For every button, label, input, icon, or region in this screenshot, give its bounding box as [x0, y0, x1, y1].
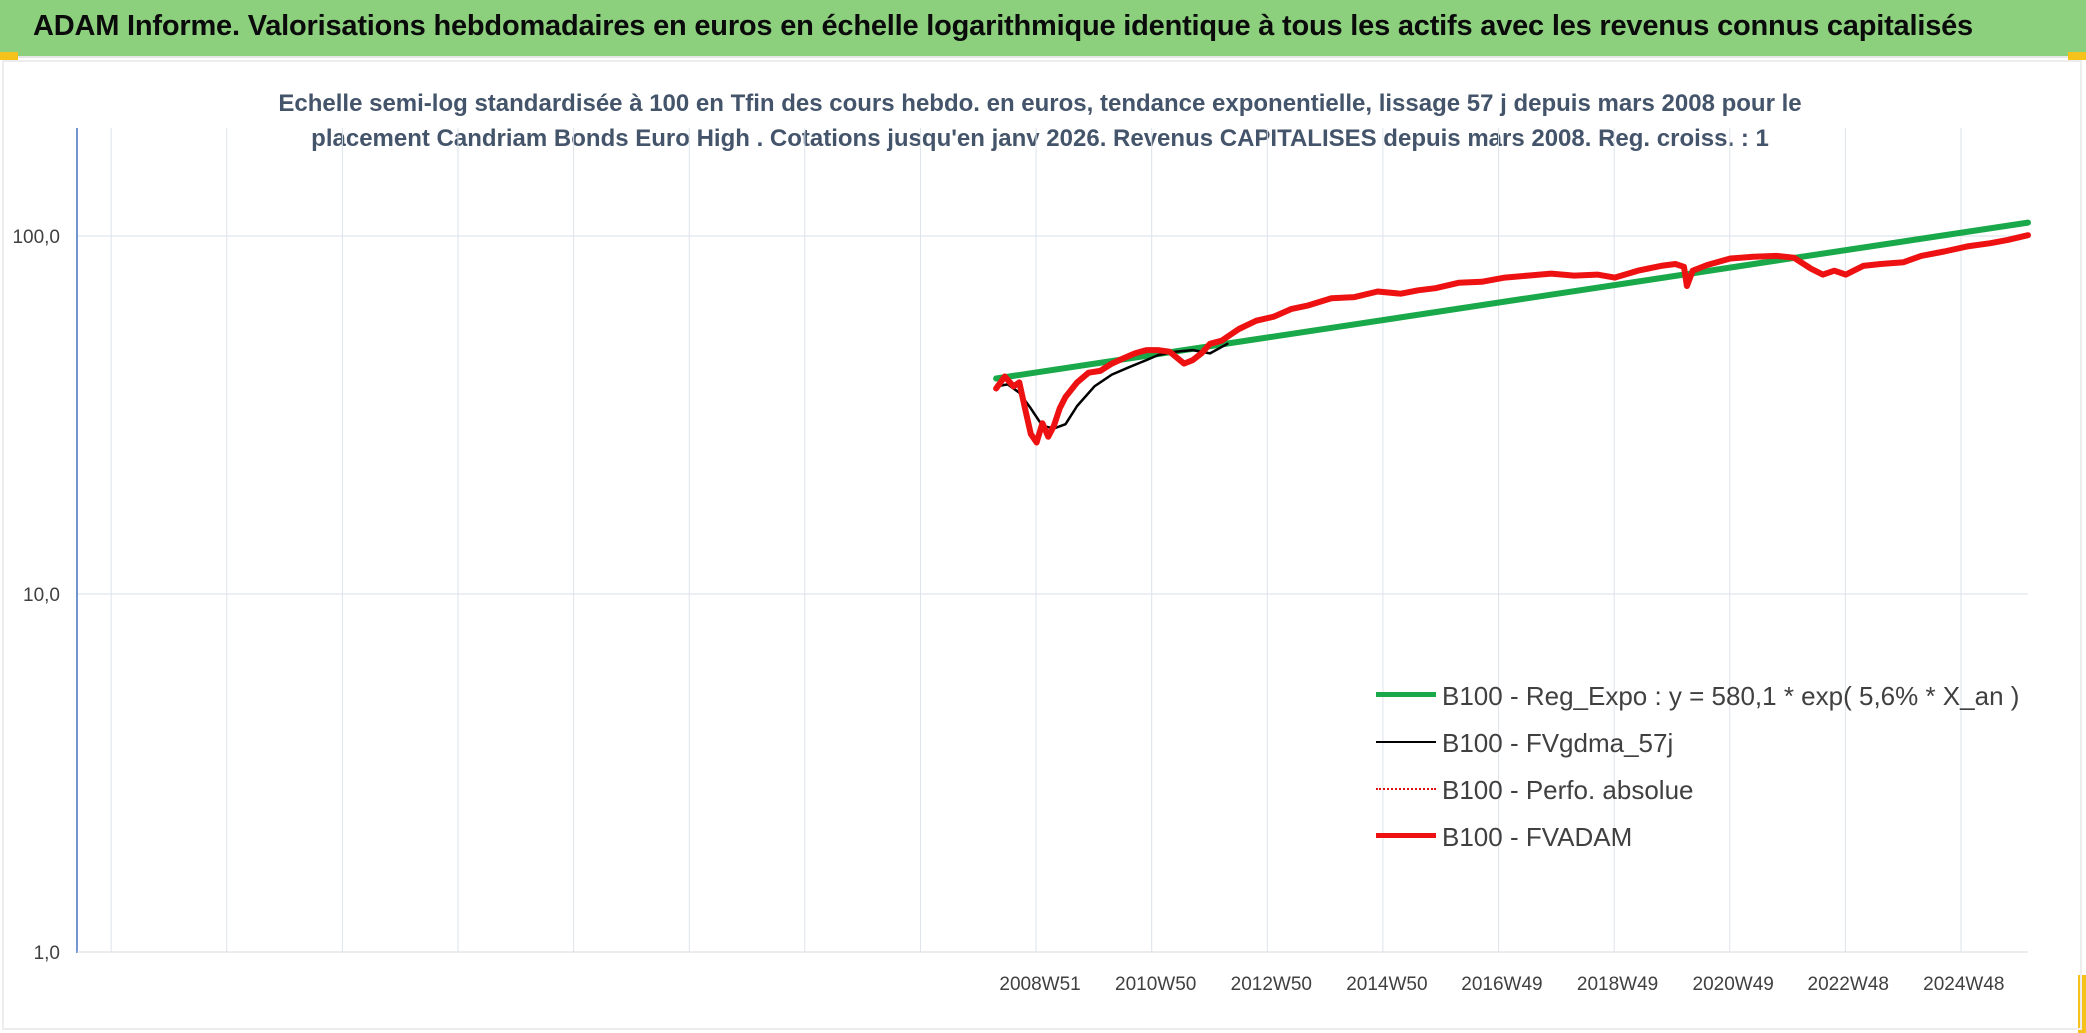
- chart-title-line-1: Echelle semi-log standardisée à 100 en T…: [278, 90, 1802, 117]
- axis-layer: 1,0 10,0 100,0 2008W51 2010W50 2012W50 2014W50…: [12, 128, 2028, 995]
- x-tick-label: 2018W49: [1577, 974, 1658, 995]
- chart-title-line-2: placement Candriam Bonds Euro High . Cot…: [311, 125, 1769, 152]
- series-line-0: [993, 219, 2031, 382]
- legend-label-moving-average: B100 - FVgdma_57j: [1442, 728, 1674, 758]
- y-tick-label: 10,0: [23, 585, 60, 606]
- legend-swatch-regression: [1376, 692, 1436, 697]
- x-tick-label: 2010W50: [1115, 974, 1196, 995]
- grid-layer: [77, 128, 2028, 953]
- x-tick-label: 2020W49: [1693, 974, 1774, 995]
- report-title: ADAM Informe. Valorisations hebdomadaire…: [33, 10, 1973, 42]
- legend-label-absolute-perf: B100 - Perfo. absolue: [1442, 775, 1694, 805]
- legend-label-fvadam: B100 - FVADAM: [1442, 822, 1633, 852]
- legend-swatch-fvadam: [1376, 833, 1436, 838]
- report-banner: ADAM Informe. Valorisations hebdomadaire…: [0, 0, 2086, 58]
- x-tick-label: 2012W50: [1231, 974, 1312, 995]
- y-tick-label: 100,0: [12, 227, 60, 248]
- series-line-3: [993, 232, 2031, 446]
- x-tick-label: 2008W51: [999, 974, 1080, 995]
- x-tick-label: 2024W48: [1923, 974, 2004, 995]
- series-line-1: [994, 342, 1229, 430]
- corner-marker-bottom-right: [2078, 975, 2086, 1033]
- chart-title: Echelle semi-log standardisée à 100 en T…: [240, 86, 1840, 156]
- series-layer: [993, 219, 2031, 446]
- legend-label-regression: B100 - Reg_Expo : y = 580,1 * exp( 5,6% …: [1442, 681, 2020, 711]
- y-tick-label: 1,0: [34, 943, 60, 964]
- x-tick-label: 2016W49: [1461, 974, 1542, 995]
- corner-marker-top-right: [2068, 52, 2086, 60]
- corner-marker-top-left: [0, 52, 18, 60]
- legend-swatch-moving-average: [1376, 741, 1436, 743]
- chart-frame: [2, 60, 2082, 1030]
- legend-swatch-absolute-perf: [1376, 788, 1436, 790]
- x-tick-label: 2022W48: [1808, 974, 1889, 995]
- x-tick-label: 2014W50: [1346, 974, 1427, 995]
